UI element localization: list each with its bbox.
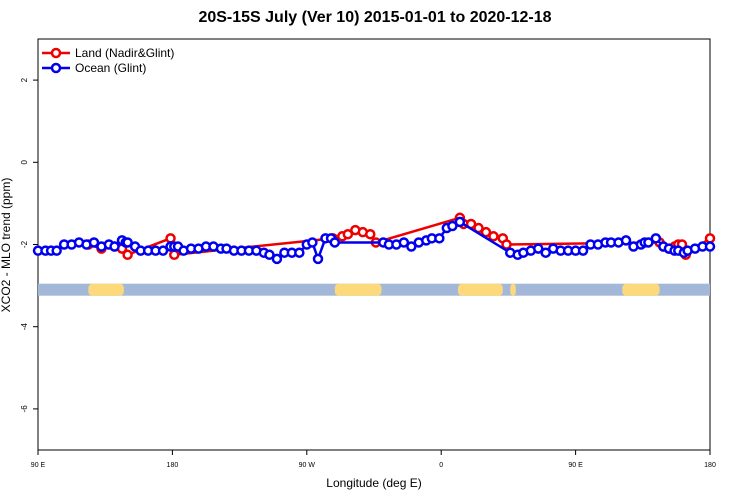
data-point bbox=[398, 237, 410, 248]
legend-item: Ocean (Glint) bbox=[42, 61, 146, 75]
y-tick-label: 0 bbox=[20, 160, 29, 165]
y-axis-label: XCO2 - MLO trend (ppm) bbox=[0, 177, 13, 313]
ocean-series bbox=[32, 216, 716, 265]
data-point bbox=[307, 237, 318, 248]
land-strip-segment bbox=[334, 283, 382, 296]
x-tick-label: 90 W bbox=[299, 462, 316, 469]
legend-marker bbox=[50, 47, 62, 59]
x-tick-label: 90 E bbox=[568, 462, 583, 469]
chart-title: 20S-15S July (Ver 10) 2015-01-01 to 2020… bbox=[198, 9, 552, 26]
data-point bbox=[454, 216, 466, 228]
data-point bbox=[264, 249, 275, 261]
data-point bbox=[88, 237, 100, 248]
legend-label: Land (Nadir&Glint) bbox=[75, 46, 174, 60]
y-tick-label: -2 bbox=[20, 240, 29, 248]
data-point bbox=[704, 241, 716, 252]
y-tick-label: -6 bbox=[20, 405, 29, 413]
data-point bbox=[650, 233, 662, 244]
data-point bbox=[643, 237, 654, 248]
data-point bbox=[122, 249, 133, 261]
data-point bbox=[312, 253, 324, 265]
x-tick-label: 180 bbox=[704, 462, 716, 469]
y-tick-label: -4 bbox=[20, 323, 29, 331]
data-point bbox=[169, 249, 180, 261]
data-point bbox=[329, 237, 341, 248]
data-point bbox=[109, 241, 120, 252]
data-point bbox=[157, 245, 169, 256]
data-point bbox=[434, 233, 445, 244]
data-point bbox=[577, 245, 589, 256]
surface-strip bbox=[38, 283, 710, 296]
y-tick-label: 2 bbox=[20, 77, 29, 82]
legend-marker bbox=[50, 62, 62, 74]
series-layer bbox=[32, 212, 716, 265]
land-strip-segment bbox=[88, 283, 124, 296]
x-tick-label: 90 E bbox=[31, 462, 46, 469]
data-point bbox=[122, 237, 133, 248]
legend-label: Ocean (Glint) bbox=[75, 61, 146, 75]
x-tick-label: 180 bbox=[167, 462, 179, 469]
x-axis: 90 E 180 90 W 0 90 E 180 bbox=[31, 450, 716, 469]
legend: Land (Nadir&Glint)Ocean (Glint) bbox=[42, 46, 174, 75]
data-point bbox=[480, 226, 492, 238]
data-point bbox=[294, 247, 305, 258]
data-point bbox=[533, 243, 544, 254]
data-point bbox=[620, 235, 632, 246]
data-point bbox=[704, 233, 716, 244]
data-point bbox=[365, 228, 376, 240]
data-point bbox=[51, 245, 62, 256]
data-point bbox=[342, 228, 354, 240]
land-strip-segment bbox=[458, 283, 503, 296]
data-point bbox=[406, 241, 417, 252]
data-point bbox=[447, 220, 458, 232]
data-point bbox=[540, 247, 551, 258]
legend-item: Land (Nadir&Glint) bbox=[42, 46, 174, 60]
data-point bbox=[271, 253, 283, 265]
x-tick-label: 0 bbox=[439, 462, 443, 469]
data-point bbox=[165, 233, 176, 244]
x-axis-label: Longitude (deg E) bbox=[326, 476, 422, 490]
y-axis: -6 -4 -2 0 2 bbox=[20, 77, 38, 412]
land-strip-segment bbox=[510, 283, 516, 296]
data-point bbox=[501, 239, 512, 250]
land-strip-segment bbox=[622, 283, 660, 296]
data-point bbox=[488, 231, 499, 242]
